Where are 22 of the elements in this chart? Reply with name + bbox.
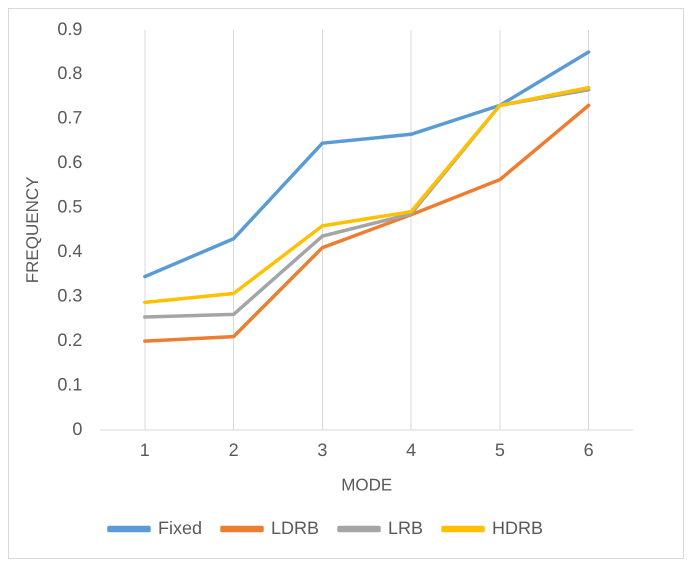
- legend-label: Fixed: [158, 518, 202, 538]
- x-tick-label: 3: [317, 440, 328, 460]
- y-tick-label: 0.7: [57, 108, 82, 128]
- y-tick-label: 0.2: [57, 330, 82, 350]
- x-tick-label: 2: [228, 440, 239, 460]
- x-tick-label: 1: [140, 440, 150, 460]
- y-tick-label: 0.3: [57, 286, 82, 306]
- y-tick-label: 0.9: [57, 18, 82, 39]
- y-axis-title: FREQUENCY: [22, 176, 42, 284]
- y-tick-label: 0.4: [57, 241, 82, 262]
- legend-label: HDRB: [492, 518, 544, 538]
- y-tick-label: 0: [72, 418, 82, 439]
- x-tick-label: 6: [584, 440, 594, 460]
- x-tick-label: 4: [406, 440, 416, 460]
- y-tick-label: 0.5: [57, 196, 82, 217]
- x-axis-title: MODE: [341, 475, 392, 494]
- y-tick-label: 0.8: [57, 63, 82, 84]
- x-tick-label: 5: [494, 440, 505, 460]
- legend-label: LRB: [388, 518, 424, 538]
- y-tick-label: 0.1: [57, 374, 82, 394]
- y-tick-label: 0.6: [57, 152, 82, 172]
- legend-label: LDRB: [270, 518, 320, 538]
